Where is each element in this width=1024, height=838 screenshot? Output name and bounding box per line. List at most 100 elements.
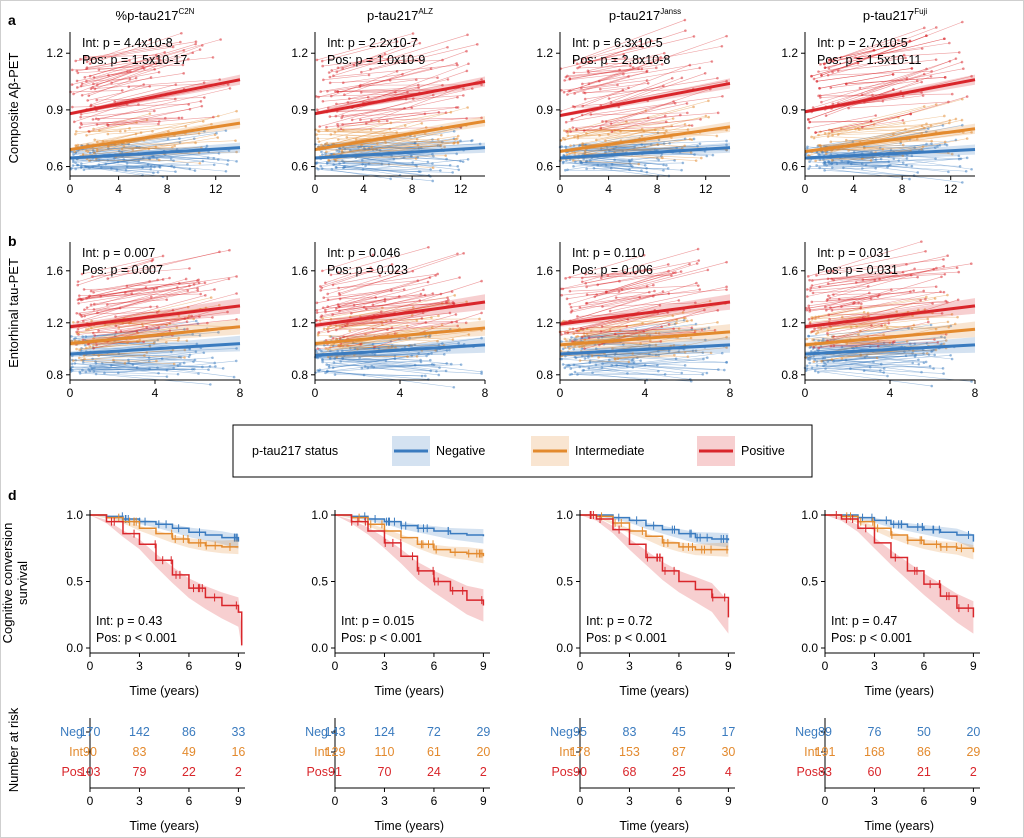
trajectory-positive: [582, 112, 688, 116]
trajectory-point: [188, 167, 192, 171]
risk-x-axis-label: Time (years): [864, 819, 934, 833]
trajectory-point: [920, 91, 923, 94]
trajectory-positive: [576, 117, 649, 130]
trajectory-negative: [89, 167, 159, 173]
trajectory-point: [155, 286, 159, 290]
trajectory-point: [419, 292, 423, 296]
trajectory-positive: [584, 88, 711, 131]
trajectory-point: [887, 160, 891, 163]
trajectory-point: [376, 142, 379, 145]
trajectory-point: [348, 97, 351, 100]
panel-d-3-y-tick-label: 0.5: [556, 575, 573, 589]
trajectory-point: [235, 292, 238, 295]
trajectory-point: [106, 132, 110, 136]
trajectory-point: [823, 160, 827, 164]
trajectory-point: [213, 361, 217, 365]
trajectory-negative: [864, 146, 915, 148]
trajectory-point: [692, 105, 695, 109]
trajectory-point: [401, 72, 404, 76]
trajectory-point: [823, 132, 827, 135]
trajectory-point: [920, 124, 924, 128]
trajectory-point: [378, 148, 382, 152]
trajectory-point: [147, 147, 151, 151]
trajectory-point: [948, 121, 951, 125]
trajectory-point: [569, 130, 572, 133]
trajectory-point: [706, 268, 710, 272]
trajectory-point: [188, 107, 192, 111]
trajectory-point: [201, 159, 205, 163]
trajectory-point: [818, 158, 822, 162]
trajectory-point: [367, 147, 371, 150]
risk-x-tick-label: 6: [186, 794, 193, 808]
trajectory-point: [863, 146, 866, 150]
trajectory-point: [943, 273, 947, 276]
trajectory-point: [212, 163, 216, 167]
trajectory-point: [320, 167, 324, 170]
trajectory-positive: [319, 94, 434, 127]
panel-b-1-y-tick-label: 1.6: [46, 264, 63, 278]
trajectory-negative: [362, 164, 431, 170]
trajectory-point: [370, 118, 373, 122]
trajectory-positive: [829, 49, 875, 61]
trajectory-negative: [586, 138, 695, 150]
trajectory-point: [956, 315, 959, 319]
trajectory-point: [819, 130, 822, 134]
trajectory-point: [436, 272, 439, 276]
trajectory-point: [688, 124, 691, 127]
trajectory-point: [409, 54, 412, 57]
trajectory-point: [641, 45, 644, 49]
trajectory-point: [208, 364, 212, 368]
trajectory-point: [938, 144, 942, 147]
trajectory-point: [195, 319, 198, 323]
trajectory-point: [321, 153, 324, 156]
trajectory-negative: [573, 132, 659, 146]
trajectory-point: [830, 129, 834, 133]
trajectory-point: [653, 289, 656, 293]
trajectory-point: [103, 371, 106, 375]
km-x-axis-label: Time (years): [619, 684, 689, 698]
trajectory-point: [135, 329, 139, 333]
trajectory-positive: [809, 120, 872, 123]
trajectory-point: [817, 70, 820, 73]
trajectory-point: [431, 179, 435, 183]
trajectory-point: [217, 114, 220, 118]
panel-b-4-x-tick-label: 4: [887, 386, 894, 400]
panel-a-1-x-tick-label: 12: [209, 182, 223, 196]
trajectory-point: [707, 99, 710, 103]
trajectory-point: [570, 372, 574, 376]
trajectory-point: [823, 145, 826, 148]
trajectory-positive: [560, 89, 623, 112]
trajectory-point: [235, 275, 238, 278]
trajectory-point: [91, 331, 95, 335]
trajectory-point: [87, 159, 91, 162]
trajectory-point: [420, 374, 424, 378]
trajectory-point: [836, 133, 840, 136]
trajectory-point: [604, 139, 607, 143]
trajectory-point: [683, 364, 687, 367]
trajectory-point: [92, 302, 96, 306]
trajectory-point: [180, 31, 183, 35]
trajectory-point: [360, 159, 364, 162]
trajectory-point: [361, 168, 365, 171]
trajectory-point: [573, 135, 576, 139]
trajectory-positive: [568, 84, 618, 92]
trajectory-negative: [331, 144, 442, 151]
trajectory-point: [84, 346, 88, 350]
trajectory-point: [92, 291, 95, 294]
trajectory-point: [828, 317, 831, 321]
risk-count: 142: [129, 725, 150, 739]
trajectory-point: [889, 148, 893, 152]
panel-d-2-x-tick-label: 6: [431, 659, 438, 673]
trajectory-point: [332, 152, 336, 156]
trajectory-point: [716, 321, 719, 324]
trajectory-point: [436, 76, 439, 80]
trajectory-intermediate: [114, 134, 216, 155]
risk-x-tick-label: 3: [136, 794, 143, 808]
trajectory-point: [74, 59, 78, 63]
trajectory-point: [920, 132, 924, 135]
trajectory-point: [694, 159, 698, 162]
trajectory-point: [610, 163, 614, 166]
trajectory-point: [581, 58, 584, 61]
trajectory-point: [563, 79, 566, 82]
panel-a-1-x-tick-label: 4: [115, 182, 122, 196]
